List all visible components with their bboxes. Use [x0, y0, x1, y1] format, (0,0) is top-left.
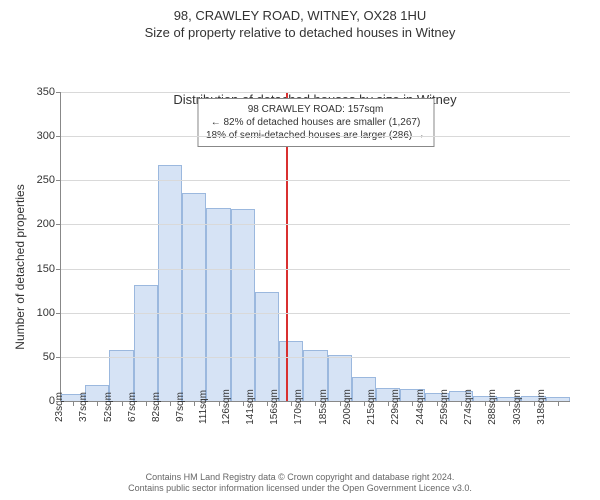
y-tick-label: 0 — [49, 395, 61, 407]
x-tick-mark — [291, 401, 292, 406]
annotation-line-2: ← 82% of detached houses are smaller (1,… — [206, 116, 425, 129]
x-tick-label: 215sqm — [366, 389, 377, 425]
bar-slot: 274sqm — [473, 92, 497, 401]
y-tick-label: 350 — [37, 86, 61, 98]
x-tick-label: 37sqm — [78, 392, 89, 422]
x-tick-label: 156sqm — [269, 389, 280, 425]
x-tick-label: 303sqm — [512, 389, 523, 425]
bar-slot: 52sqm — [109, 92, 133, 401]
bar-slot: 67sqm — [134, 92, 158, 401]
x-tick-label: 170sqm — [294, 389, 305, 425]
x-tick-label: 229sqm — [391, 389, 402, 425]
gridline — [61, 269, 570, 270]
bar-slot: 318sqm — [546, 92, 570, 401]
x-tick-label: 82sqm — [151, 392, 162, 422]
x-tick-mark — [534, 401, 535, 406]
attribution-footer: Contains HM Land Registry data © Crown c… — [0, 472, 600, 495]
y-tick-label: 250 — [37, 174, 61, 186]
x-tick-mark — [170, 401, 171, 406]
footer-line-2: Contains public sector information licen… — [0, 483, 600, 495]
x-tick-label: 259sqm — [439, 389, 450, 425]
gridline — [61, 357, 570, 358]
y-tick-label: 50 — [43, 351, 61, 363]
histogram-bar — [206, 208, 230, 401]
chart-container: 98, CRAWLEY ROAD, WITNEY, OX28 1HU Size … — [0, 0, 600, 500]
x-tick-label: 111sqm — [197, 390, 208, 424]
gridline — [61, 136, 570, 137]
x-tick-mark — [388, 401, 389, 406]
bar-slot: 288sqm — [497, 92, 521, 401]
x-tick-mark — [73, 401, 74, 406]
bar-slot: 303sqm — [521, 92, 545, 401]
x-tick-label: 318sqm — [536, 389, 547, 425]
x-tick-mark — [509, 401, 510, 406]
bar-slot: 37sqm — [85, 92, 109, 401]
x-tick-label: 288sqm — [488, 389, 499, 425]
x-tick-mark — [364, 401, 365, 406]
x-tick-mark — [485, 401, 486, 406]
x-tick-mark — [146, 401, 147, 406]
bar-slot: 82sqm — [158, 92, 182, 401]
x-tick-label: 141sqm — [245, 389, 256, 425]
x-tick-mark — [267, 401, 268, 406]
y-tick-label: 100 — [37, 307, 61, 319]
x-tick-mark — [437, 401, 438, 406]
x-tick-mark — [243, 401, 244, 406]
x-tick-label: 67sqm — [127, 392, 138, 422]
plot-region: 23sqm37sqm52sqm67sqm82sqm97sqm111sqm126s… — [60, 92, 570, 402]
x-tick-mark — [558, 401, 559, 406]
x-tick-mark — [97, 401, 98, 406]
gridline — [61, 180, 570, 181]
x-tick-label: 244sqm — [415, 389, 426, 425]
annotation-line-1: 98 CRAWLEY ROAD: 157sqm — [206, 103, 425, 116]
histogram-bar — [158, 165, 182, 401]
y-axis-label: Number of detached properties — [13, 184, 27, 349]
chart-subtitle: Size of property relative to detached ho… — [12, 25, 588, 40]
chart-area: Number of detached properties 23sqm37sqm… — [60, 92, 570, 442]
x-tick-mark — [219, 401, 220, 406]
x-tick-label: 200sqm — [342, 389, 353, 425]
histogram-bar — [134, 285, 158, 401]
x-tick-mark — [461, 401, 462, 406]
x-tick-label: 185sqm — [318, 389, 329, 425]
gridline — [61, 313, 570, 314]
x-tick-label: 52sqm — [103, 392, 114, 422]
x-tick-label: 126sqm — [221, 389, 232, 425]
y-tick-label: 150 — [37, 263, 61, 275]
histogram-bar — [231, 209, 255, 401]
y-tick-label: 300 — [37, 130, 61, 142]
y-tick-label: 200 — [37, 218, 61, 230]
bar-slot: 23sqm — [61, 92, 85, 401]
footer-line-1: Contains HM Land Registry data © Crown c… — [0, 472, 600, 484]
x-tick-mark — [340, 401, 341, 406]
gridline — [61, 92, 570, 93]
x-tick-mark — [315, 401, 316, 406]
page-title: 98, CRAWLEY ROAD, WITNEY, OX28 1HU — [12, 8, 588, 23]
histogram-bar — [255, 292, 279, 401]
x-tick-label: 97sqm — [175, 392, 186, 422]
bar-slot: 259sqm — [449, 92, 473, 401]
gridline — [61, 224, 570, 225]
x-tick-mark — [412, 401, 413, 406]
x-tick-mark — [194, 401, 195, 406]
annotation-box: 98 CRAWLEY ROAD: 157sqm ← 82% of detache… — [197, 98, 434, 147]
x-tick-mark — [122, 401, 123, 406]
x-tick-label: 274sqm — [463, 389, 474, 425]
